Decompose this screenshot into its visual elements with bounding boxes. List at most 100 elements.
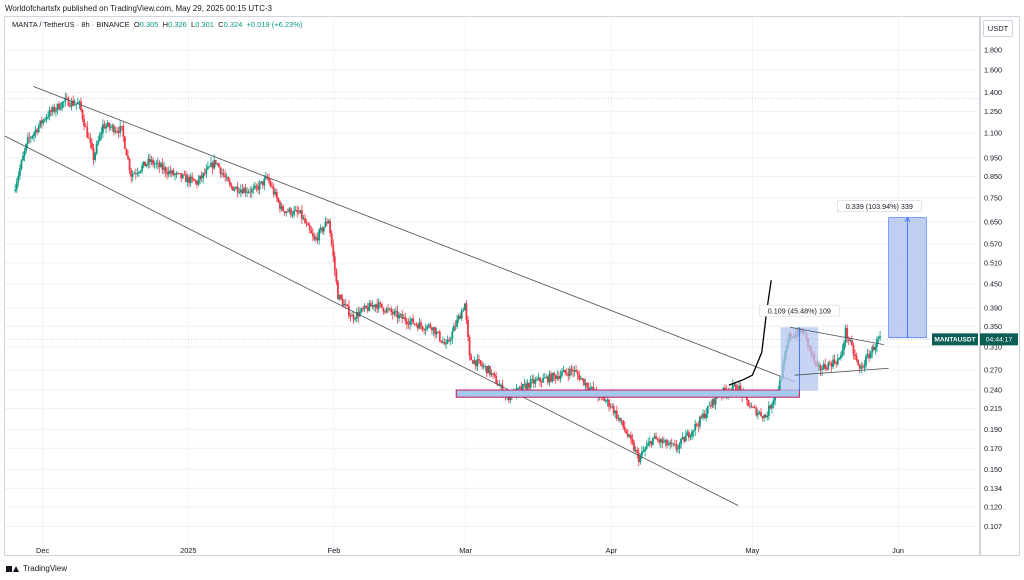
candle-body[interactable] <box>213 160 216 169</box>
candle-body[interactable] <box>523 383 526 385</box>
candle-body[interactable] <box>451 331 454 340</box>
candle-body[interactable] <box>769 405 772 409</box>
candle-body[interactable] <box>495 376 498 384</box>
candle-body[interactable] <box>189 176 192 184</box>
candle-body[interactable] <box>650 441 653 445</box>
candle-body[interactable] <box>23 150 26 156</box>
candle-body[interactable] <box>250 189 253 193</box>
candle-body[interactable] <box>531 379 534 381</box>
candle-body[interactable] <box>868 354 871 359</box>
candle-body[interactable] <box>879 336 881 338</box>
candle-body[interactable] <box>557 376 560 379</box>
candle-body[interactable] <box>236 186 239 193</box>
candle-body[interactable] <box>283 211 286 214</box>
candle-body[interactable] <box>825 368 828 370</box>
candle-body[interactable] <box>459 315 462 319</box>
candle-body[interactable] <box>702 413 704 418</box>
candle-body[interactable] <box>547 376 549 383</box>
candle-body[interactable] <box>843 342 845 350</box>
candle-body[interactable] <box>338 295 341 300</box>
candle-body[interactable] <box>481 364 483 367</box>
price-axis[interactable] <box>980 16 1020 556</box>
candle-body[interactable] <box>51 106 54 112</box>
candle-body[interactable] <box>230 184 233 187</box>
candle-body[interactable] <box>194 180 197 182</box>
candle-body[interactable] <box>536 379 538 381</box>
candle-body[interactable] <box>753 407 756 408</box>
candle-body[interactable] <box>301 210 303 219</box>
candle-body[interactable] <box>760 412 762 417</box>
candle-body[interactable] <box>387 308 389 310</box>
candle-body[interactable] <box>321 227 324 232</box>
candle-body[interactable] <box>407 324 410 325</box>
candle-body[interactable] <box>840 355 842 359</box>
candle-body[interactable] <box>424 328 427 331</box>
candle-body[interactable] <box>871 346 874 353</box>
candle-body[interactable] <box>609 406 612 408</box>
candle-body[interactable] <box>626 433 629 437</box>
candle-body[interactable] <box>62 101 65 103</box>
candle-body[interactable] <box>368 303 371 311</box>
candle-body[interactable] <box>579 378 582 380</box>
candle-body[interactable] <box>833 359 836 363</box>
candle-body[interactable] <box>855 356 858 361</box>
candle-body[interactable] <box>136 173 139 174</box>
support-zone-box[interactable] <box>455 389 800 398</box>
candle-body[interactable] <box>221 172 223 174</box>
candle-body[interactable] <box>554 375 557 379</box>
candle-body[interactable] <box>431 327 433 331</box>
candle-body[interactable] <box>703 413 706 418</box>
candle-body[interactable] <box>404 317 407 322</box>
candle-body[interactable] <box>677 448 679 450</box>
candle-body[interactable] <box>630 435 632 440</box>
candle-body[interactable] <box>130 170 133 177</box>
candle-body[interactable] <box>103 124 106 129</box>
candle-body[interactable] <box>83 118 86 127</box>
candle-body[interactable] <box>612 405 615 414</box>
candle-body[interactable] <box>214 160 217 164</box>
candle-body[interactable] <box>374 304 377 308</box>
candle-body[interactable] <box>318 229 321 241</box>
candle-body[interactable] <box>473 360 476 364</box>
candle-body[interactable] <box>672 443 675 445</box>
candle-body[interactable] <box>102 124 104 133</box>
candle-body[interactable] <box>313 236 316 240</box>
candle-body[interactable] <box>520 386 523 390</box>
candle-body[interactable] <box>457 315 460 320</box>
candle-body[interactable] <box>58 103 60 110</box>
candle-body[interactable] <box>445 343 447 345</box>
candle-body[interactable] <box>761 416 764 419</box>
candle-body[interactable] <box>410 318 413 321</box>
candle-body[interactable] <box>476 359 479 367</box>
candle-body[interactable] <box>644 448 646 452</box>
candle-body[interactable] <box>72 100 75 106</box>
candle-body[interactable] <box>14 189 17 192</box>
candle-body[interactable] <box>465 303 468 320</box>
candle-body[interactable] <box>186 176 189 183</box>
candle-body[interactable] <box>714 395 717 405</box>
candle-body[interactable] <box>448 339 451 341</box>
candle-body[interactable] <box>305 222 308 224</box>
candle-body[interactable] <box>393 311 396 315</box>
candle-body[interactable] <box>647 443 650 446</box>
candle-body[interactable] <box>550 373 552 382</box>
candle-body[interactable] <box>462 310 465 312</box>
candle-body[interactable] <box>227 177 230 182</box>
candle-body[interactable] <box>821 369 824 371</box>
candle-body[interactable] <box>100 132 103 135</box>
candle-body[interactable] <box>484 366 487 368</box>
candle-body[interactable] <box>692 430 695 432</box>
candle-body[interactable] <box>36 129 39 132</box>
candle-body[interactable] <box>264 176 267 179</box>
candle-body[interactable] <box>844 327 847 343</box>
candle-body[interactable] <box>641 451 643 456</box>
candle-body[interactable] <box>202 172 205 179</box>
candle-body[interactable] <box>772 400 775 405</box>
candle-body[interactable] <box>351 315 353 317</box>
pennant-lower-line[interactable] <box>794 367 889 376</box>
candle-body[interactable] <box>747 399 750 407</box>
candle-body[interactable] <box>559 375 562 379</box>
candle-body[interactable] <box>243 188 245 194</box>
candle-body[interactable] <box>399 314 402 316</box>
candle-body[interactable] <box>653 436 656 438</box>
